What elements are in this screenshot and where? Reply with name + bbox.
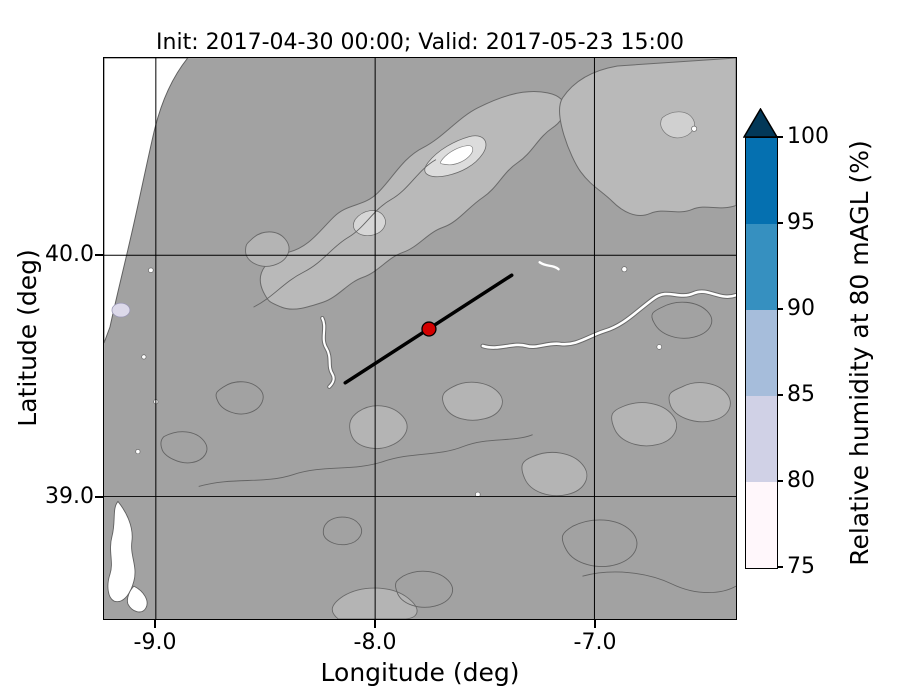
x-axis-label: Longitude (deg) (320, 658, 520, 687)
y-tick (95, 496, 103, 498)
contour-lines (160, 159, 736, 608)
colorbar-segment (746, 310, 777, 396)
terrain-blob (331, 587, 418, 619)
terrain-blob (349, 405, 408, 449)
colorbar-segment (746, 396, 777, 482)
colorbar-tick-label: 100 (787, 124, 829, 149)
highland-northeast (559, 58, 736, 216)
terrain-blob (521, 451, 588, 497)
mountain-band (259, 91, 566, 310)
colorbar-tick-label: 85 (787, 382, 815, 407)
ocean-area (104, 58, 189, 344)
y-tick-label: 39.0 (45, 484, 94, 509)
water-specks (135, 125, 698, 498)
colorbar-tick-label: 80 (787, 468, 815, 493)
colorbar-segment (746, 482, 777, 568)
colorbar-axis-label: Relative humidity at 80 mAGL (%) (845, 140, 874, 566)
y-axis-label: Latitude (deg) (13, 249, 42, 427)
x-tick-label: -8.0 (353, 630, 397, 655)
y-tick (95, 254, 103, 256)
terrain-layer (104, 58, 736, 619)
colorbar-tick (777, 394, 783, 396)
y-tick-label: 40.0 (45, 242, 94, 267)
colorbar-tick-label: 75 (787, 554, 815, 579)
colorbar-extend-arrow (743, 108, 778, 138)
location-marker (421, 321, 437, 337)
terrain-blob (442, 381, 503, 421)
ridge-peak (440, 145, 474, 166)
estuary-area (107, 500, 148, 613)
humidity-patch (111, 302, 131, 318)
x-tick-label: -9.0 (133, 630, 177, 655)
x-tick-label: -7.0 (573, 630, 617, 655)
terrain-blob (668, 382, 731, 423)
colorbar-gradient (745, 137, 778, 569)
x-tick (154, 620, 156, 628)
colorbar-segment (746, 224, 777, 310)
colorbar-arrow-triangle (743, 108, 778, 138)
x-tick (374, 620, 376, 628)
colorbar-tick-label: 95 (787, 210, 815, 235)
colorbar-tick (777, 480, 783, 482)
x-tick (594, 620, 596, 628)
terrain-blob (611, 402, 677, 447)
colorbar-tick-label: 90 (787, 296, 815, 321)
grid-lines (104, 58, 736, 619)
colorbar-segment (746, 138, 777, 224)
river-lines (320, 261, 736, 389)
colorbar-tick (777, 308, 783, 310)
map-canvas (104, 58, 736, 619)
colorbar-tick (777, 136, 783, 138)
terrain-blob (245, 231, 290, 267)
colorbar-tick (777, 222, 783, 224)
colorbar-tick (777, 566, 783, 568)
map-plot-area (103, 57, 737, 620)
ridge-highlight-2 (353, 210, 386, 237)
plot-title: Init: 2017-04-30 00:00; Valid: 2017-05-2… (156, 30, 684, 55)
